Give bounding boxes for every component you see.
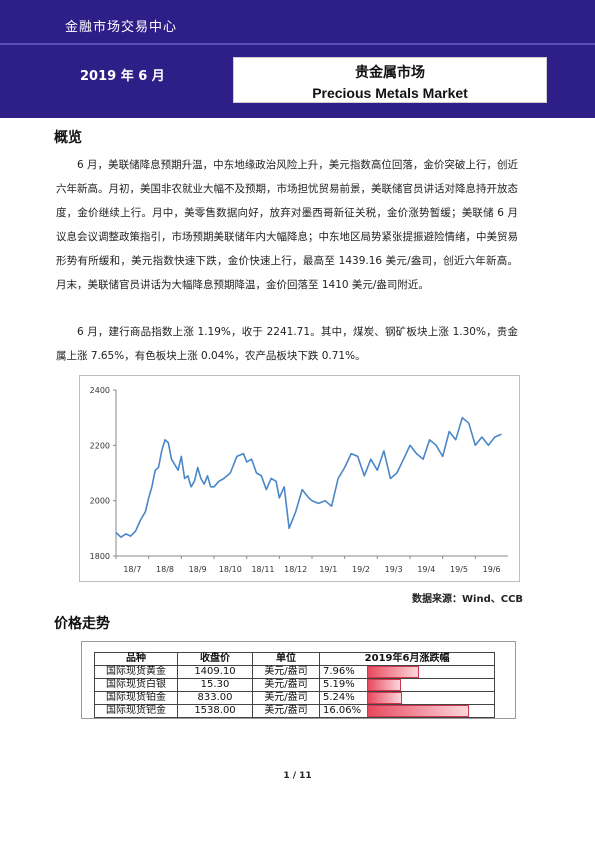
table-row: 国际现货白银 15.30 美元/盎司 5.19% [94, 678, 496, 692]
header-close-price: 收盘价 [177, 652, 253, 666]
row-price: 833.00 [177, 691, 253, 705]
row-price: 1409.10 [177, 665, 253, 679]
x-tick-label: 18/7 [123, 565, 141, 574]
y-tick-label: 1800 [90, 552, 110, 561]
overview-paragraph-1: 6 月，美联储降息预期升温，中东地缘政治风险上升，美元指数高位回落，金价突破上行… [56, 159, 518, 291]
row-change-bar-cell [364, 678, 496, 692]
table-row: 国际现货钯金 1538.00 美元/盎司 16.06% [94, 704, 496, 718]
x-tick-label: 18/8 [156, 565, 174, 574]
row-unit: 美元/盎司 [252, 704, 320, 718]
table-row: 国际现货铂金 833.00 美元/盎司 5.24% [94, 691, 496, 705]
commodity-index-chart: 1800 2000 2200 2400 18/7 18/8 18/9 18/10 18/11 18… [79, 375, 520, 582]
title-box: 贵金属市场 Precious Metals Market [233, 57, 547, 103]
x-tick-label: 19/1 [319, 565, 337, 574]
row-change-bar-cell [364, 704, 496, 718]
price-table-header: 品种 收盘价 单位 2019年6月涨跌幅 [94, 652, 496, 666]
x-tick-label: 19/2 [352, 565, 370, 574]
row-price: 15.30 [177, 678, 253, 692]
row-change-bar-cell [364, 691, 496, 705]
report-title-en: Precious Metals Market [312, 85, 468, 101]
header-unit: 单位 [252, 652, 320, 666]
page-number: 1 / 11 [283, 771, 312, 781]
report-title-cn: 贵金属市场 [355, 65, 425, 81]
row-price: 1538.00 [177, 704, 253, 718]
table-row: 国际现货黄金 1409.10 美元/盎司 7.96% [94, 665, 496, 679]
y-tick-label: 2000 [90, 497, 110, 506]
row-name: 国际现货黄金 [94, 665, 178, 679]
overview-paragraph-2: 6 月，建行商品指数上涨 1.19%，收于 2241.71。其中，煤炭、钢矿板块… [56, 326, 518, 362]
row-change-bar-cell [364, 665, 496, 679]
price-table: 品种 收盘价 单位 2019年6月涨跌幅 国际现货黄金 1409.10 美元/盎… [94, 652, 496, 718]
header-change: 2019年6月涨跌幅 [318, 652, 496, 666]
x-tick-label: 18/11 [251, 565, 274, 574]
change-bar [367, 705, 470, 717]
row-unit: 美元/盎司 [252, 678, 320, 692]
price-heading: 价格走势 [54, 616, 110, 632]
row-name: 国际现货白银 [94, 678, 178, 692]
price-table-frame [81, 641, 516, 719]
row-change: 5.19% [319, 678, 365, 692]
chart-canvas: 1800 2000 2200 2400 18/7 18/8 18/9 18/10 18/11 18… [90, 386, 508, 574]
row-unit: 美元/盎司 [252, 665, 320, 679]
row-change: 16.06% [319, 704, 365, 718]
x-tick-label: 19/5 [450, 565, 468, 574]
row-change: 5.24% [319, 691, 365, 705]
x-tick-label: 18/10 [219, 565, 242, 574]
source-note: 数据来源：Wind、CCB [412, 594, 524, 605]
y-tick-label: 2200 [90, 441, 110, 450]
index-series-line [115, 416, 502, 538]
report-date: 2019 年 6 月 [80, 69, 165, 84]
change-bar [367, 679, 402, 691]
row-name: 国际现货铂金 [94, 691, 178, 705]
overview-heading: 概览 [54, 130, 82, 146]
change-bar [367, 666, 419, 678]
x-tick-label: 18/9 [189, 565, 207, 574]
brand-name: 金融市场交易中心 [65, 20, 178, 35]
header-divider [0, 43, 595, 45]
x-tick-label: 19/3 [385, 565, 403, 574]
y-tick-label: 2400 [90, 386, 110, 395]
x-tick-label: 19/4 [417, 565, 435, 574]
header-variety: 品种 [94, 652, 178, 666]
x-tick-label: 18/12 [284, 565, 307, 574]
row-name: 国际现货钯金 [94, 704, 178, 718]
row-unit: 美元/盎司 [252, 691, 320, 705]
change-bar [367, 692, 402, 704]
row-change: 7.96% [319, 665, 365, 679]
x-tick-label: 19/6 [483, 565, 501, 574]
